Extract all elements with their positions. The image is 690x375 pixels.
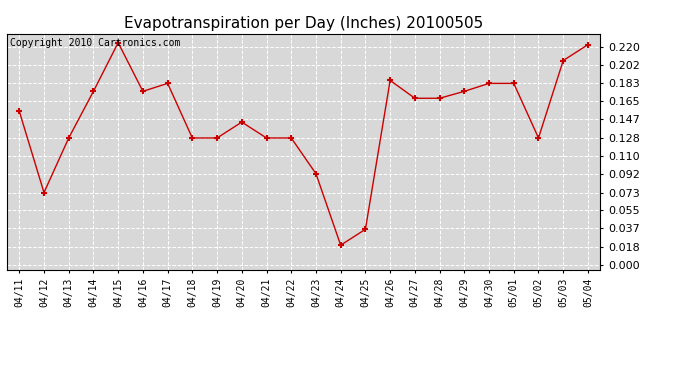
Text: Copyright 2010 Cartronics.com: Copyright 2010 Cartronics.com [10, 39, 180, 48]
Title: Evapotranspiration per Day (Inches) 20100505: Evapotranspiration per Day (Inches) 2010… [124, 16, 483, 31]
